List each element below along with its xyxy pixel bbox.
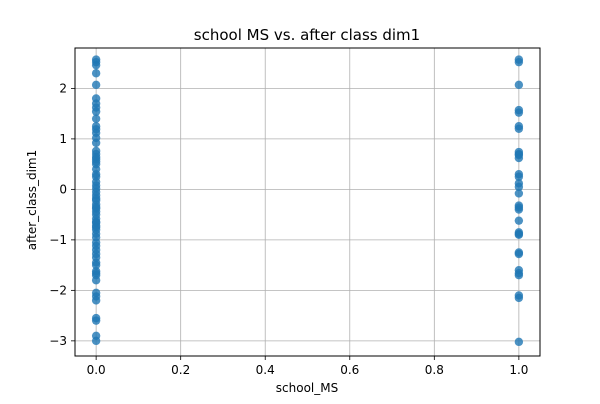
scatter-point	[514, 249, 524, 259]
scatter-point	[91, 114, 101, 123]
scatter-point	[91, 80, 101, 90]
scatter-point	[91, 316, 101, 325]
scatter-point	[514, 57, 524, 67]
x-tick-label: 1.0	[509, 363, 528, 377]
scatter-point	[91, 331, 101, 341]
scatter-point	[514, 150, 524, 160]
scatter-point	[514, 293, 524, 303]
scatter-point	[514, 108, 524, 117]
scatter-point	[91, 260, 101, 270]
x-tick-label: 0.4	[256, 363, 275, 377]
scatter-point	[514, 229, 524, 239]
scatter-point	[514, 182, 524, 192]
axes: 0.0 0.2 0.4 0.6 0.8 1.0 −3 −2 −1 0 1 2	[49, 81, 528, 377]
scatter-point	[91, 138, 101, 148]
scatter-point	[91, 69, 101, 78]
scatter-point	[91, 107, 101, 116]
y-tick-label: −2	[49, 283, 67, 297]
data-points	[91, 55, 524, 347]
scatter-point	[91, 276, 101, 285]
scatter-point	[514, 216, 524, 225]
chart-title: school MS vs. after class dim1	[194, 26, 420, 44]
x-tick-label: 0.6	[340, 363, 359, 377]
scatter-point	[514, 80, 524, 90]
y-tick-label: 2	[59, 81, 67, 95]
y-tick-label: −3	[49, 334, 67, 348]
scatter-point	[91, 223, 101, 232]
scatter-point	[514, 203, 524, 212]
scatter-point	[91, 154, 101, 164]
x-tick-label: 0.2	[171, 363, 190, 377]
scatter-point	[91, 60, 101, 70]
scatter-point	[514, 271, 524, 280]
scatter-point	[514, 337, 524, 347]
scatter-point	[514, 189, 524, 198]
scatter-point	[91, 94, 101, 103]
scatter-point	[91, 202, 101, 212]
plot-frame	[74, 47, 541, 357]
scatter-point	[514, 124, 524, 133]
scatter-point	[514, 172, 524, 181]
y-tick-label: −1	[49, 233, 67, 247]
scatter-point	[91, 296, 101, 305]
y-axis-label: after_class_dim1	[25, 150, 39, 250]
x-tick-label: 0.8	[425, 363, 444, 377]
y-tick-label: 0	[59, 182, 67, 196]
x-axis-label: school_MS	[276, 381, 338, 395]
y-tick-label: 1	[59, 132, 67, 146]
x-tick-label: 0.0	[87, 363, 106, 377]
